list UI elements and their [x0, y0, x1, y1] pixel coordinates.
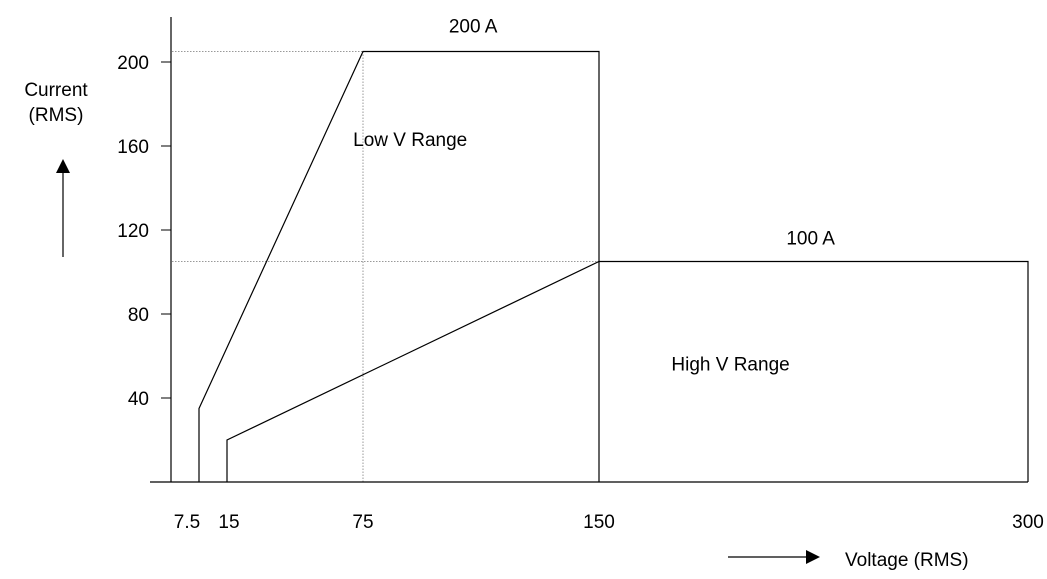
high-v-range-outline — [226, 260, 1029, 482]
axes — [150, 17, 1028, 483]
right-arrow-icon — [728, 550, 820, 564]
annotations: 200 A 100 A Low V Range High V Range — [353, 17, 835, 376]
x-tick-label: 150 — [583, 512, 615, 533]
x-axis-label: Voltage (RMS) — [845, 550, 969, 571]
series-lines — [198, 50, 1029, 482]
up-arrow-icon — [56, 159, 70, 257]
y-tick-label: 80 — [128, 305, 149, 326]
y-tick-label: 40 — [128, 389, 149, 410]
ticks: 40 80 120 160 200 7.5 15 75 150 300 — [117, 53, 1044, 533]
x-tick-label: 15 — [218, 512, 239, 533]
annotation-label: 100 A — [786, 229, 835, 250]
guide-lines — [172, 51, 599, 482]
annotation-label: 200 A — [449, 17, 498, 38]
y-axis-label-line-2: (RMS) — [29, 105, 84, 126]
y-tick-label: 200 — [117, 53, 149, 74]
annotation-label: Low V Range — [353, 130, 467, 151]
y-axis-label-line-1: Current — [24, 80, 88, 101]
y-tick-label: 120 — [117, 221, 149, 242]
y-tick-label: 160 — [117, 137, 149, 158]
x-tick-label: 7.5 — [174, 512, 200, 533]
x-tick-label: 75 — [352, 512, 373, 533]
low-v-range-outline — [198, 50, 600, 482]
y-axis-title: Current (RMS) — [24, 80, 88, 126]
annotation-label: High V Range — [671, 355, 789, 376]
x-tick-label: 300 — [1012, 512, 1044, 533]
